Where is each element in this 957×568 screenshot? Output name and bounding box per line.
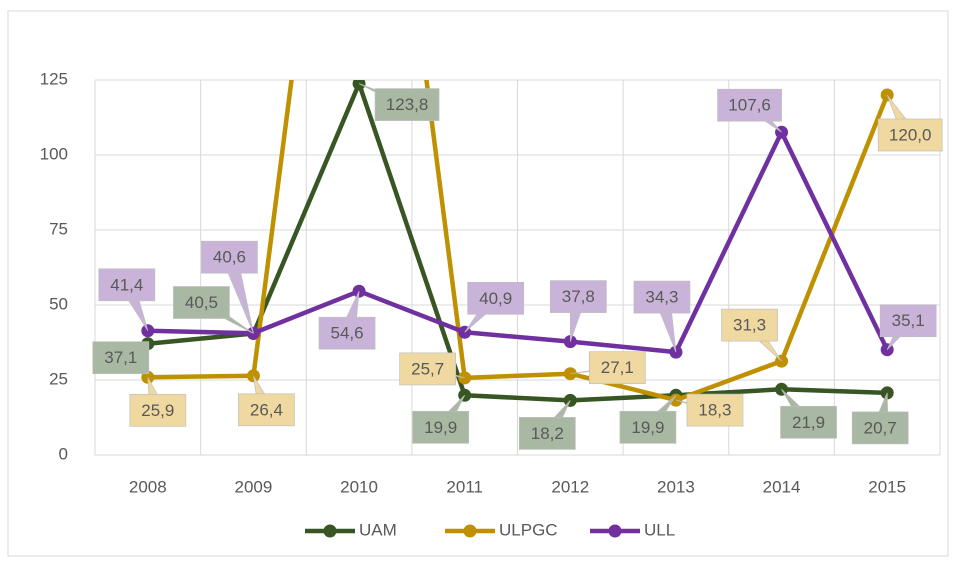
- x-tick-label: 2010: [340, 477, 378, 496]
- label-box: [851, 411, 909, 445]
- label-box: [877, 118, 943, 152]
- x-tick-label: 2012: [551, 477, 589, 496]
- legend-marker: [323, 524, 337, 538]
- axes: 0 25 50 75 100 125 2008 2009 2010 2011 2012 2013 201…: [40, 69, 906, 539]
- x-tick-label: 2015: [868, 477, 906, 496]
- x-tick-label: 2009: [235, 477, 273, 496]
- series-line: [147, 81, 888, 403]
- label-box: [549, 280, 607, 313]
- label-box: [374, 88, 440, 121]
- label-box: [686, 393, 744, 427]
- legend-label: ULL: [644, 520, 675, 539]
- series-line: [147, 80, 890, 403]
- data-label: 54,6: [331, 324, 364, 343]
- label-box: [92, 341, 150, 375]
- label-box: [238, 393, 295, 427]
- label-box: [717, 88, 782, 122]
- plot-lines: [141, 80, 894, 407]
- label-box: [467, 281, 525, 315]
- data-label: 18,2: [531, 424, 564, 443]
- label-box: [318, 316, 376, 350]
- data-label: 21,9: [792, 413, 825, 432]
- legend-marker: [463, 524, 477, 538]
- label-box: [412, 410, 470, 444]
- data-label: 107,6: [728, 96, 771, 115]
- data-label: 27,1: [601, 358, 634, 377]
- data-label: 40,6: [213, 248, 246, 267]
- data-label: 35,1: [892, 311, 925, 330]
- legend-label: UAM: [359, 520, 397, 539]
- data-label: 18,3: [698, 401, 731, 420]
- y-tick-label: 0: [59, 444, 68, 463]
- data-label: 120,0: [889, 125, 932, 144]
- label-box: [780, 405, 837, 439]
- label-box: [173, 286, 230, 319]
- y-tick-label: 50: [49, 294, 68, 313]
- data-label: 19,9: [424, 418, 457, 437]
- x-tick-label: 2008: [129, 477, 167, 496]
- label-box: [619, 410, 677, 444]
- label-box: [399, 352, 457, 386]
- y-tick-label: 125: [40, 69, 68, 88]
- data-label: 31,3: [733, 316, 766, 335]
- legend-label: ULPGC: [499, 520, 558, 539]
- label-box: [98, 268, 156, 302]
- label-box: [633, 280, 691, 314]
- data-label: 34,3: [645, 288, 678, 307]
- label-box: [879, 304, 937, 338]
- data-label: 19,9: [631, 418, 664, 437]
- label-box: [721, 308, 778, 342]
- data-label: 25,9: [141, 401, 174, 420]
- data-label: 37,1: [104, 348, 137, 367]
- data-label: 37,8: [562, 287, 595, 306]
- label-box: [201, 240, 258, 274]
- y-tick-label: 100: [40, 144, 68, 163]
- x-tick-label: 2014: [763, 477, 801, 496]
- series-line: [147, 129, 890, 355]
- data-label: 26,4: [250, 400, 283, 419]
- data-labels: 37,1 40,5 123,8 19,9 18,2 19,9 21,9 20,7 25,9 26,…: [92, 83, 943, 450]
- label-box: [588, 351, 646, 385]
- x-tick-label: 2013: [657, 477, 695, 496]
- label-box: [518, 417, 576, 450]
- data-label: 20,7: [864, 418, 897, 437]
- data-label: 40,5: [185, 293, 218, 312]
- grid: [94, 79, 941, 456]
- data-label: 123,8: [386, 95, 429, 114]
- data-label: 25,7: [411, 359, 444, 378]
- legend-marker: [608, 524, 622, 538]
- y-tick-label: 25: [49, 369, 68, 388]
- x-tick-label: 2011: [446, 477, 483, 496]
- data-label: 40,9: [479, 289, 512, 308]
- data-label: 41,4: [110, 275, 143, 294]
- label-box: [129, 393, 187, 427]
- data-point: [352, 80, 366, 91]
- y-tick-label: 75: [49, 219, 68, 238]
